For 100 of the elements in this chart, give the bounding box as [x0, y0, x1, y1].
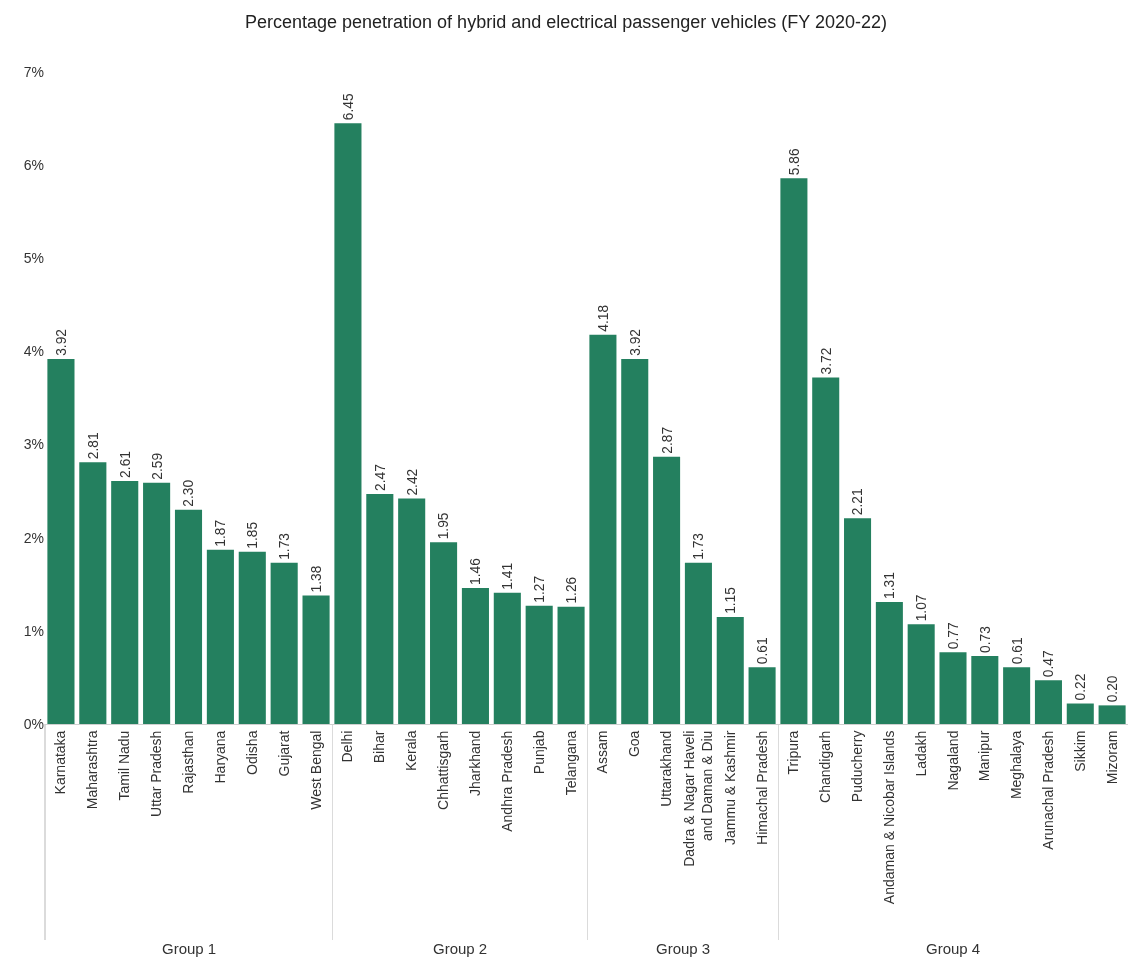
data-label: 1.73 [276, 532, 293, 560]
bar [461, 588, 489, 724]
x-tick-label: Punjab [530, 730, 547, 775]
y-tick-label: 1% [23, 622, 44, 639]
x-axis-title: Group 2 [432, 940, 487, 957]
data-label: 0.77 [945, 622, 961, 650]
bar [843, 518, 871, 724]
data-label: 2.87 [659, 426, 675, 454]
x-tick-label: Assam [593, 730, 610, 774]
bar [1034, 680, 1062, 724]
data-label: 1.73 [690, 532, 706, 560]
x-tick-label: Odisha [243, 730, 260, 775]
data-label: 2.59 [148, 452, 165, 480]
data-label: 2.42 [403, 468, 420, 496]
x-tick-label: Telangana [562, 730, 579, 796]
data-label: 1.26 [562, 576, 579, 604]
x-tick-label: Uttarakhand [657, 730, 674, 807]
data-label: 0.20 [1104, 675, 1120, 703]
data-label: 2.61 [116, 451, 133, 478]
data-label: 0.22 [1072, 673, 1088, 701]
x-tick-label: Gujarat [275, 730, 292, 777]
bar [684, 562, 712, 724]
x-tick-label: Meghalaya [1007, 730, 1024, 800]
bar [748, 667, 776, 724]
data-label: 2.21 [850, 488, 866, 516]
bar [907, 624, 935, 724]
bar [397, 498, 425, 724]
bar [238, 551, 266, 724]
bar [970, 656, 998, 724]
bar [270, 562, 298, 724]
y-tick-label: 3% [23, 436, 44, 453]
bar [620, 358, 648, 724]
bar [811, 377, 839, 724]
y-tick-label: 0% [23, 715, 44, 732]
y-tick-label: 4% [23, 343, 44, 360]
x-tick-label: Puducherry [848, 730, 865, 803]
x-tick-label: Chandigarh [816, 730, 833, 803]
bar [111, 480, 139, 724]
bar [1002, 667, 1030, 724]
data-label: 1.27 [530, 575, 547, 603]
data-label: 6.45 [339, 93, 356, 121]
data-label: 0.61 [754, 637, 770, 665]
x-tick-label: Delhi [339, 730, 356, 763]
x-tick-label: Sikkim [1071, 730, 1088, 772]
bar [79, 462, 107, 724]
bar [1066, 703, 1094, 724]
bar [143, 482, 171, 724]
bar [365, 493, 394, 724]
data-label: 4.18 [595, 304, 611, 332]
bar [939, 652, 967, 724]
x-tick-label: Uttar Pradesh [148, 730, 165, 817]
y-tick-label: 5% [23, 250, 44, 267]
bar [1098, 705, 1126, 724]
x-tick-label: Mizoram [1103, 730, 1120, 785]
bar [525, 605, 553, 724]
data-label: 1.07 [913, 594, 929, 622]
text: Percentage penetration of hybrid and electrical passenger vehicles (FY 2020-22) [243, 12, 889, 33]
data-label: 0.61 [1009, 637, 1025, 665]
data-label: 3.92 [52, 328, 69, 356]
x-tick-label: Haryana [211, 730, 228, 784]
bar [652, 456, 680, 724]
data-label: 1.41 [498, 562, 515, 590]
x-axis-title: Group 1 [162, 940, 217, 957]
x-tick-label: Tamil Nadu [116, 730, 133, 801]
data-label: 3.72 [818, 347, 834, 375]
bar [174, 509, 203, 724]
y-tick-label: 6% [23, 157, 44, 174]
data-label: 3.92 [627, 329, 643, 356]
x-tick-label: Dadra & Nagar Haveli and Daman & Diu [680, 730, 715, 867]
bar [206, 549, 234, 724]
y-tick-label: 7% [23, 63, 44, 80]
x-tick-label: Kerala [402, 730, 419, 772]
bar [47, 358, 75, 724]
x-tick-label: Chhattisgarh [434, 730, 451, 810]
x-tick-label: Karnataka [52, 730, 69, 795]
data-label: 1.46 [467, 557, 484, 585]
data-label: 0.47 [1040, 650, 1056, 678]
x-tick-label: Maharashtra [84, 730, 101, 810]
data-label: 5.86 [786, 148, 802, 176]
bar [716, 616, 744, 724]
data-label: 2.81 [84, 432, 101, 460]
x-tick-label: Jammu & Kashmir [721, 730, 738, 845]
y-tick-label: 2% [23, 529, 44, 546]
bar [334, 123, 362, 724]
x-tick-label: Arunachal Pradesh [1039, 730, 1056, 850]
data-label: 1.85 [244, 521, 261, 549]
x-tick-label: Bihar [371, 730, 388, 764]
bar [588, 334, 616, 724]
x-tick-label: Jharkhand [466, 730, 483, 796]
data-label: 0.73 [977, 625, 993, 653]
x-tick-label: Ladakh [912, 730, 929, 777]
data-label: 1.31 [881, 572, 897, 599]
x-tick-label: Rajasthan [180, 730, 197, 794]
data-label: 1.95 [435, 512, 452, 540]
x-tick-label: Himachal Pradesh [753, 730, 770, 845]
bar [429, 542, 457, 724]
x-tick-label: Nagaland [944, 730, 961, 791]
data-label: 1.38 [307, 565, 324, 593]
bar [875, 601, 903, 724]
x-axis-title: Group 4 [925, 940, 980, 957]
